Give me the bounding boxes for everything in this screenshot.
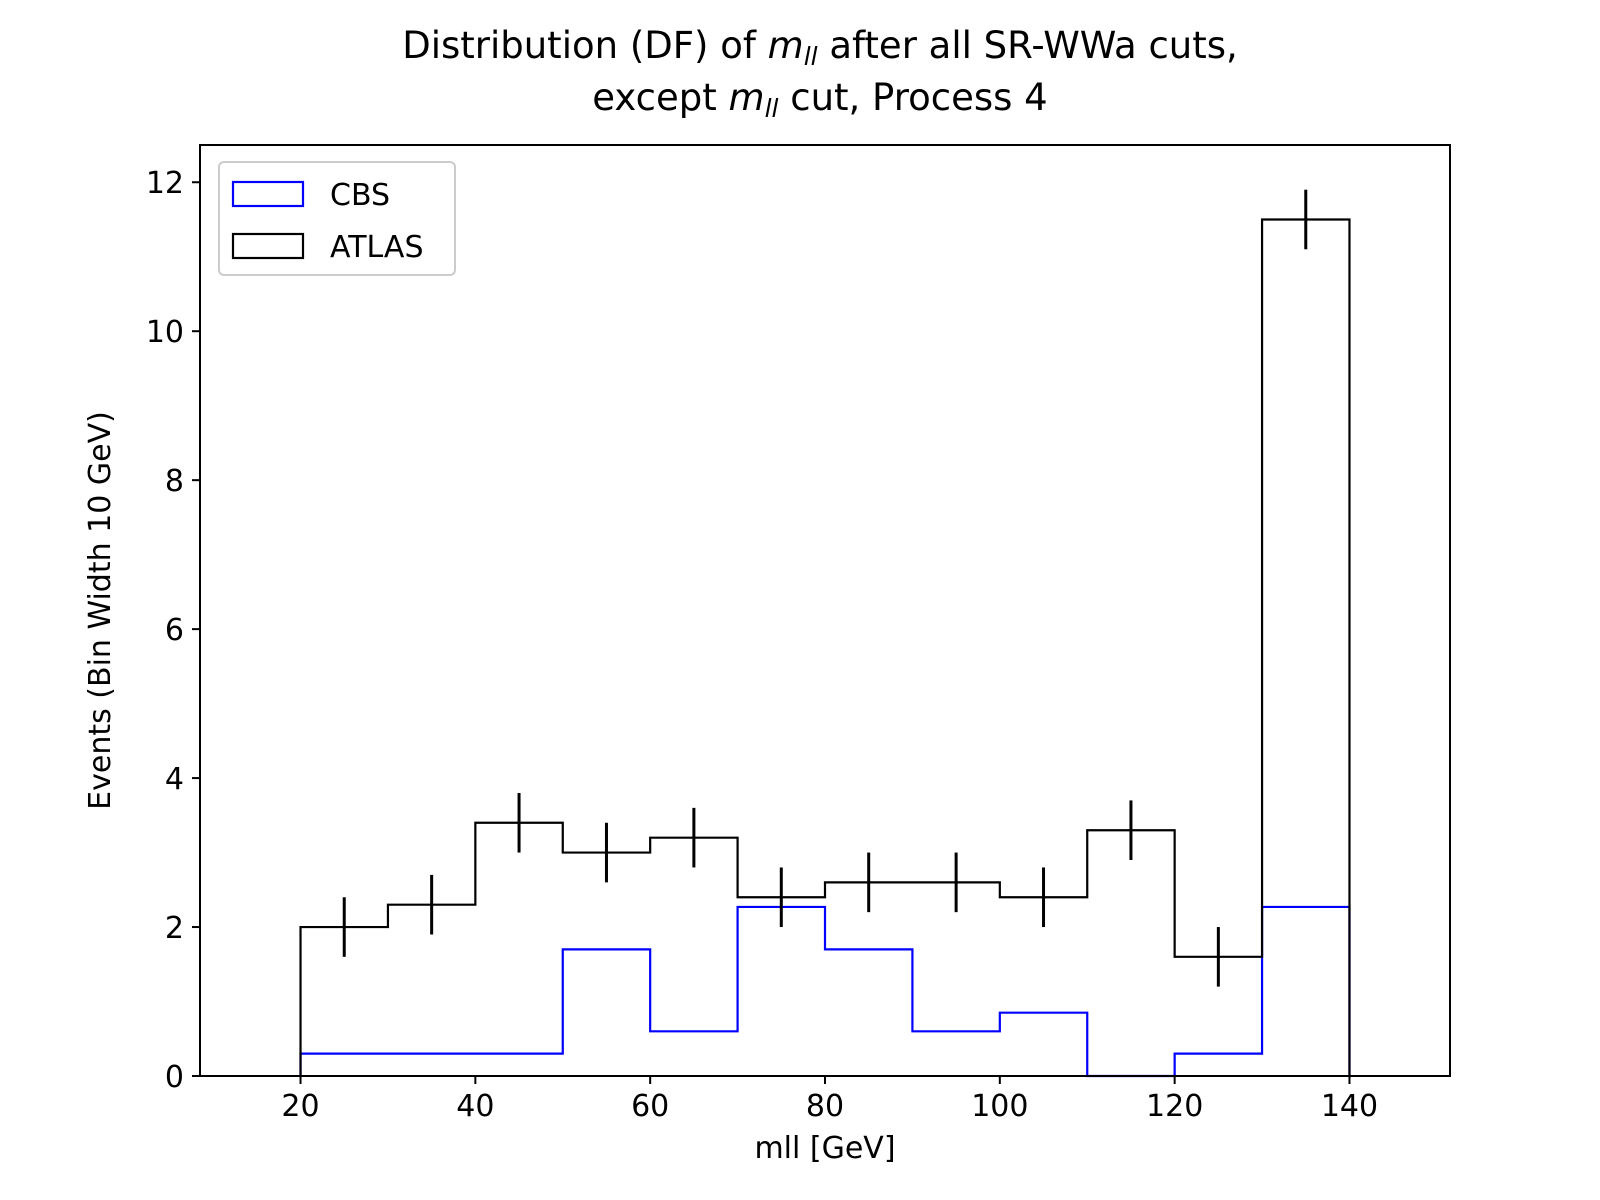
legend-frame (218, 161, 456, 276)
x-axis-label: mll [GeV] (754, 1131, 895, 1166)
x-axis: 20 40 60 80 100 120 140 (281, 1076, 1378, 1124)
x-tick-label: 40 (456, 1089, 494, 1124)
legend: CBS ATLAS (218, 161, 456, 276)
legend-label-cbs: CBS (330, 178, 390, 213)
title-line1: Distribution (DF) of mll after all SR-WW… (402, 24, 1238, 71)
y-tick-label: 8 (165, 464, 184, 499)
y-tick-label: 2 (165, 911, 184, 946)
legend-swatch-cbs (231, 180, 305, 208)
y-tick-label: 4 (165, 762, 184, 797)
legend-swatch-atlas (231, 232, 305, 260)
title-line2: except mll cut, Process 4 (592, 76, 1047, 123)
y-tick-label: 0 (165, 1060, 184, 1095)
x-tick-label: 100 (971, 1089, 1028, 1124)
series-cbs-step (299, 905, 1351, 1078)
chart-title: Distribution (DF) of mll after all SR-WW… (402, 24, 1238, 123)
y-tick-label: 12 (146, 166, 184, 201)
series-atlas-step (299, 218, 1351, 1076)
plot-data (299, 189, 1351, 1078)
y-axis: 0 2 4 6 8 10 12 (146, 166, 200, 1095)
x-tick-label: 140 (1321, 1089, 1378, 1124)
y-tick-label: 6 (165, 613, 184, 648)
y-axis-label: Events (Bin Width 10 GeV) (83, 411, 118, 810)
legend-label-atlas: ATLAS (330, 230, 424, 265)
x-tick-label: 80 (806, 1089, 844, 1124)
x-tick-label: 60 (631, 1089, 669, 1124)
x-tick-label: 20 (281, 1089, 319, 1124)
y-tick-label: 10 (146, 315, 184, 350)
x-tick-label: 120 (1146, 1089, 1203, 1124)
